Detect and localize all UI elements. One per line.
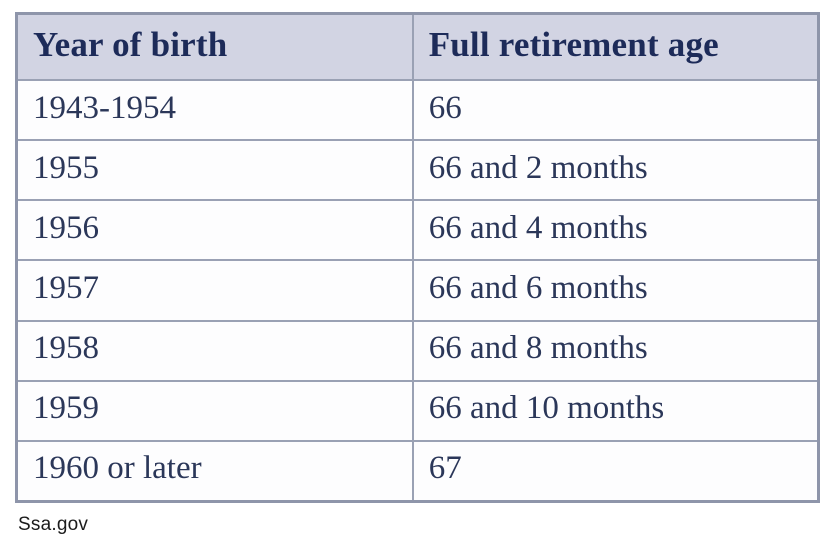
column-header-year-of-birth: Year of birth	[15, 12, 414, 81]
table-cell: 1958	[15, 319, 414, 382]
table-cell: 1956	[15, 199, 414, 262]
source-attribution: Ssa.gov	[18, 514, 89, 535]
table-header-row: Year of birth Full retirement age	[15, 12, 820, 81]
table-cell: 66 and 10 months	[411, 379, 820, 442]
table-cell: 66 and 2 months	[411, 139, 820, 202]
table-row: 1958 66 and 8 months	[15, 319, 820, 382]
retirement-age-table: Year of birth Full retirement age 1943-1…	[15, 12, 820, 503]
table-row: 1956 66 and 4 months	[15, 199, 820, 262]
table-cell: 1957	[15, 259, 414, 322]
table-cell: 66 and 4 months	[411, 199, 820, 262]
table-row: 1960 or later 67	[15, 439, 820, 503]
table-cell: 1960 or later	[15, 439, 414, 503]
table-cell: 66 and 6 months	[411, 259, 820, 322]
table-cell: 66	[411, 78, 820, 142]
table-cell: 67	[411, 439, 820, 503]
table-row: 1943-1954 66	[15, 78, 820, 142]
table-cell: 1955	[15, 139, 414, 202]
table-cell: 66 and 8 months	[411, 319, 820, 382]
table-row: 1955 66 and 2 months	[15, 139, 820, 202]
table-cell: 1943-1954	[15, 78, 414, 142]
column-header-full-retirement-age: Full retirement age	[411, 12, 820, 81]
table-row: 1959 66 and 10 months	[15, 379, 820, 442]
table-row: 1957 66 and 6 months	[15, 259, 820, 322]
table-cell: 1959	[15, 379, 414, 442]
